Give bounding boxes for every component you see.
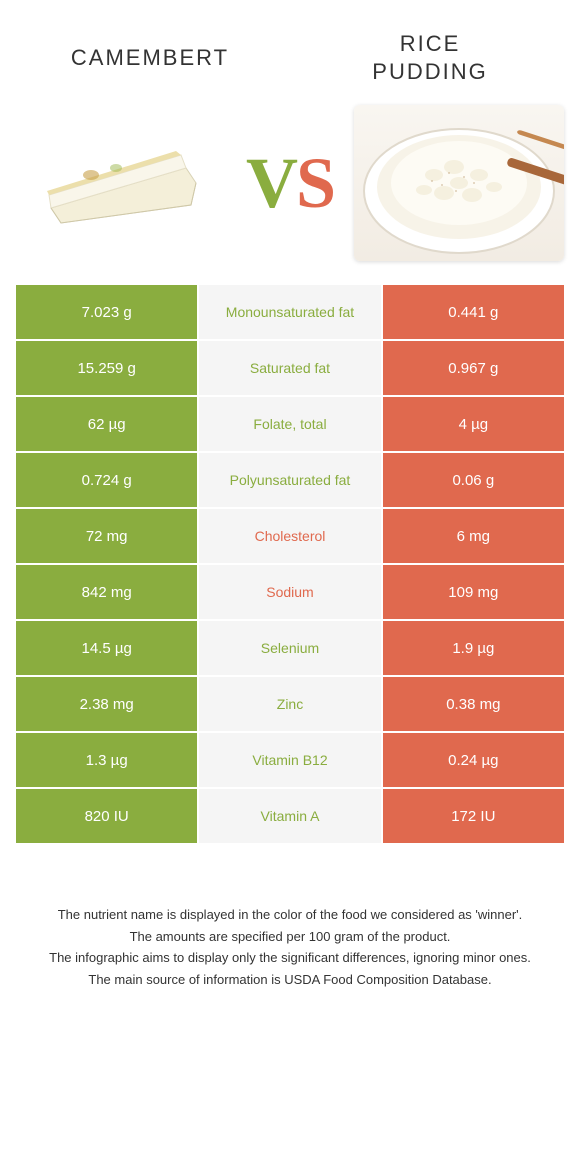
table-row: 842 mgSodium109 mg	[16, 565, 564, 619]
infographic-root: CAMEMBERT RICE PUDDING VS	[0, 0, 580, 989]
cell-nutrient-label: Selenium	[199, 621, 380, 675]
table-row: 15.259 gSaturated fat0.967 g	[16, 341, 564, 395]
cell-left-value: 1.3 µg	[16, 733, 197, 787]
comparison-table: 7.023 gMonounsaturated fat0.441 g15.259 …	[0, 285, 580, 843]
cell-nutrient-label: Sodium	[199, 565, 380, 619]
camembert-icon	[31, 113, 211, 253]
cell-right-value: 0.06 g	[383, 453, 564, 507]
cell-right-value: 0.24 µg	[383, 733, 564, 787]
cell-left-value: 2.38 mg	[16, 677, 197, 731]
cell-left-value: 7.023 g	[16, 285, 197, 339]
table-row: 0.724 gPolyunsaturated fat0.06 g	[16, 453, 564, 507]
footer-line-2: The amounts are specified per 100 gram o…	[30, 927, 550, 947]
table-row: 820 IUVitamin A172 IU	[16, 789, 564, 843]
rice-pudding-icon	[354, 105, 564, 261]
cell-nutrient-label: Monounsaturated fat	[199, 285, 380, 339]
cell-nutrient-label: Cholesterol	[199, 509, 380, 563]
cell-right-value: 0.38 mg	[383, 677, 564, 731]
footer-line-4: The main source of information is USDA F…	[30, 970, 550, 990]
images-row: VS	[0, 95, 580, 285]
table-row: 7.023 gMonounsaturated fat0.441 g	[16, 285, 564, 339]
table-row: 62 µgFolate, total4 µg	[16, 397, 564, 451]
footer-line-3: The infographic aims to display only the…	[30, 948, 550, 968]
food-title-left: CAMEMBERT	[24, 45, 276, 71]
cell-right-value: 109 mg	[383, 565, 564, 619]
vs-label: VS	[246, 142, 334, 225]
table-row: 14.5 µgSelenium1.9 µg	[16, 621, 564, 675]
vs-v: V	[246, 143, 296, 223]
cell-nutrient-label: Vitamin A	[199, 789, 380, 843]
cell-right-value: 0.967 g	[383, 341, 564, 395]
cell-right-value: 0.441 g	[383, 285, 564, 339]
cell-nutrient-label: Polyunsaturated fat	[199, 453, 380, 507]
cell-right-value: 6 mg	[383, 509, 564, 563]
cell-right-value: 172 IU	[383, 789, 564, 843]
camembert-image	[16, 105, 226, 261]
cell-left-value: 842 mg	[16, 565, 197, 619]
cell-nutrient-label: Zinc	[199, 677, 380, 731]
table-row: 1.3 µgVitamin B120.24 µg	[16, 733, 564, 787]
rice-pudding-image	[354, 105, 564, 261]
vs-s: S	[296, 143, 334, 223]
food-title-right-line2: PUDDING	[372, 59, 487, 84]
cell-left-value: 0.724 g	[16, 453, 197, 507]
footer-notes: The nutrient name is displayed in the co…	[0, 845, 580, 989]
cell-nutrient-label: Folate, total	[199, 397, 380, 451]
cell-left-value: 15.259 g	[16, 341, 197, 395]
cell-nutrient-label: Vitamin B12	[199, 733, 380, 787]
footer-line-1: The nutrient name is displayed in the co…	[30, 905, 550, 925]
cell-right-value: 1.9 µg	[383, 621, 564, 675]
header: CAMEMBERT RICE PUDDING	[0, 0, 580, 95]
food-title-right: RICE PUDDING	[304, 30, 556, 85]
cell-right-value: 4 µg	[383, 397, 564, 451]
food-title-right-line1: RICE	[400, 31, 461, 56]
cell-nutrient-label: Saturated fat	[199, 341, 380, 395]
cell-left-value: 14.5 µg	[16, 621, 197, 675]
table-row: 2.38 mgZinc0.38 mg	[16, 677, 564, 731]
table-row: 72 mgCholesterol6 mg	[16, 509, 564, 563]
cell-left-value: 62 µg	[16, 397, 197, 451]
cell-left-value: 820 IU	[16, 789, 197, 843]
cell-left-value: 72 mg	[16, 509, 197, 563]
